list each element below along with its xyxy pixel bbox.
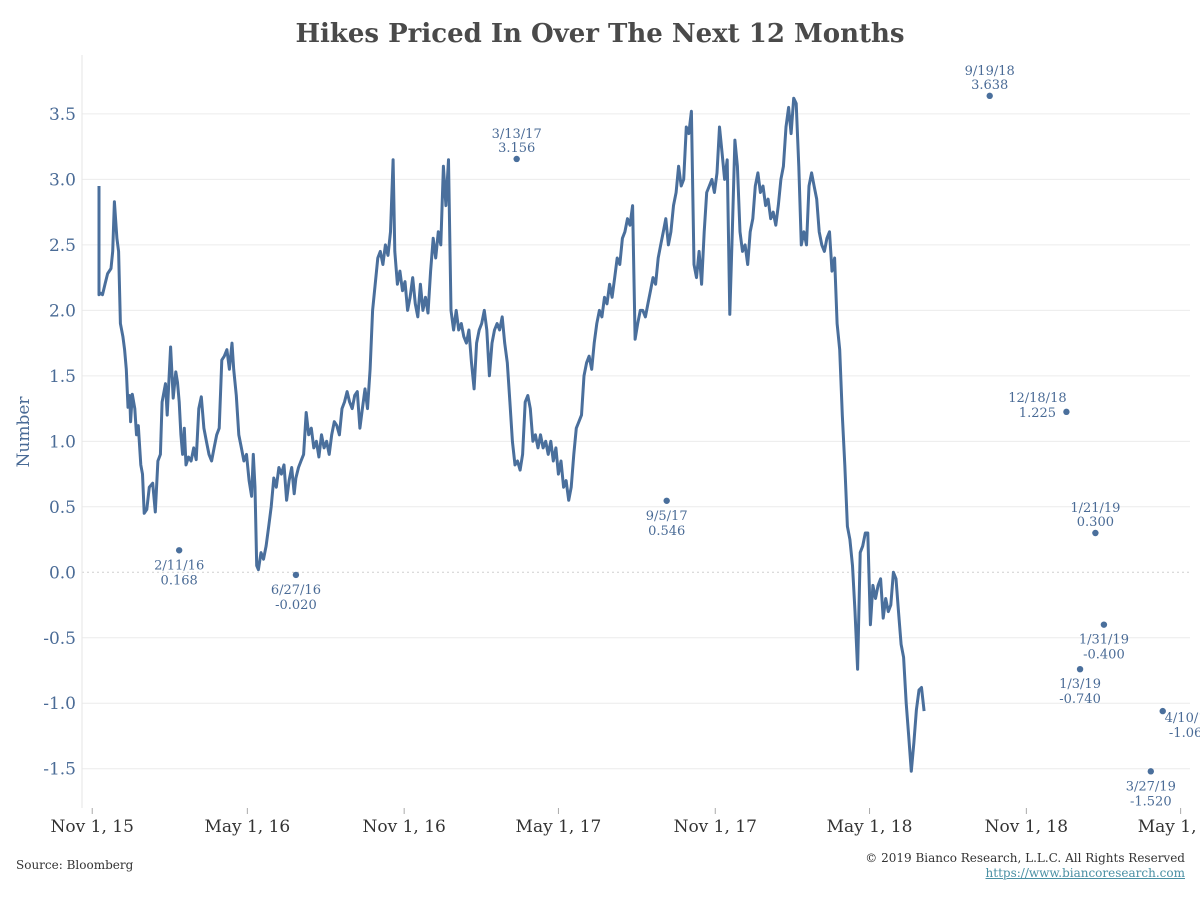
annotations: 2/11/160.168 6/27/16-0.020 3/13/173.156 9/5…: [154, 64, 1200, 809]
annotation-marker: [663, 497, 670, 504]
annotation-value: -1.060: [1169, 726, 1200, 741]
annotation-marker: [292, 571, 300, 579]
x-tick-label: Nov 1, 17: [674, 817, 757, 837]
x-axis-ticks: Nov 1, 15 May 1, 16 Nov 1, 16 May 1, 17 Nov …: [51, 808, 1200, 837]
annotation-date: 1/3/19: [1059, 677, 1101, 692]
x-tick-label: May 1, 19: [1138, 817, 1200, 837]
annotation-value: 1.225: [1019, 406, 1056, 421]
annotation-date: 2/11/16: [154, 558, 204, 573]
annotation-marker: [1063, 408, 1070, 416]
annotation-date: 4/10/19: [1165, 711, 1200, 726]
y-axis-label: Number: [14, 396, 34, 468]
y-tick-label: -1.0: [43, 694, 76, 714]
y-axis-ticks: -1.5 -1.0 -0.5 0.0 0.5 1.0 1.5 2.0 2.5 3.0 3.5: [43, 105, 76, 780]
source-note: Source: Bloomberg: [16, 858, 134, 872]
annotation-date: 3/27/19: [1126, 779, 1176, 794]
annotation-date: 1/21/19: [1070, 501, 1120, 516]
annotation-date: 6/27/16: [271, 583, 321, 598]
annotation-date: 12/18/18: [1008, 391, 1066, 406]
annotation-marker: [1147, 768, 1154, 775]
annotation-value: 0.168: [161, 573, 198, 588]
annotation-value: 0.546: [648, 524, 685, 539]
annotation-value: 3.638: [971, 78, 1008, 93]
series-line: [97, 96, 926, 773]
y-tick-label: 2.5: [49, 236, 76, 256]
y-tick-label: -0.5: [43, 629, 76, 649]
x-tick-label: May 1, 17: [516, 817, 602, 837]
chart-title: Hikes Priced In Over The Next 12 Months: [295, 19, 904, 49]
annotation-value: -0.740: [1059, 692, 1101, 707]
y-tick-label: -1.5: [43, 760, 76, 780]
annotation-date: 3/13/17: [492, 127, 542, 142]
annotation-date: 9/19/18: [965, 64, 1015, 79]
y-tick-label: 1.0: [49, 432, 76, 452]
annotation-marker: [1159, 707, 1166, 715]
annotation-marker: [1092, 529, 1099, 537]
x-tick-label: May 1, 18: [827, 817, 913, 837]
x-tick-label: Nov 1, 18: [985, 817, 1068, 837]
annotation-value: -0.400: [1083, 648, 1125, 663]
y-tick-label: 3.0: [49, 170, 76, 190]
annotation-marker: [986, 92, 993, 100]
website-link[interactable]: https://www.biancoresearch.com: [985, 866, 1185, 880]
y-tick-label: 0.5: [49, 498, 76, 518]
annotation-value: -0.020: [275, 598, 317, 613]
annotation-marker: [1100, 621, 1108, 628]
x-tick-label: Nov 1, 16: [362, 817, 445, 837]
annotation-value: -1.520: [1130, 794, 1172, 809]
annotation-marker: [175, 547, 183, 554]
annotation-date: 9/5/17: [646, 509, 688, 524]
x-tick-label: May 1, 16: [204, 817, 290, 837]
annotation-marker: [513, 155, 520, 163]
annotation-marker: [1076, 665, 1084, 673]
gridlines: [81, 55, 1190, 808]
copyright-note: © 2019 Bianco Research, L.L.C. All Right…: [865, 851, 1185, 865]
annotation-date: 1/31/19: [1079, 633, 1129, 648]
y-tick-label: 0.0: [49, 563, 76, 583]
y-tick-label: 1.5: [49, 367, 76, 387]
x-tick-label: Nov 1, 15: [51, 817, 134, 837]
y-tick-label: 2.0: [49, 301, 76, 321]
annotation-value: 3.156: [498, 141, 535, 156]
annotation-value: 0.300: [1077, 515, 1114, 530]
y-tick-label: 3.5: [49, 105, 76, 125]
